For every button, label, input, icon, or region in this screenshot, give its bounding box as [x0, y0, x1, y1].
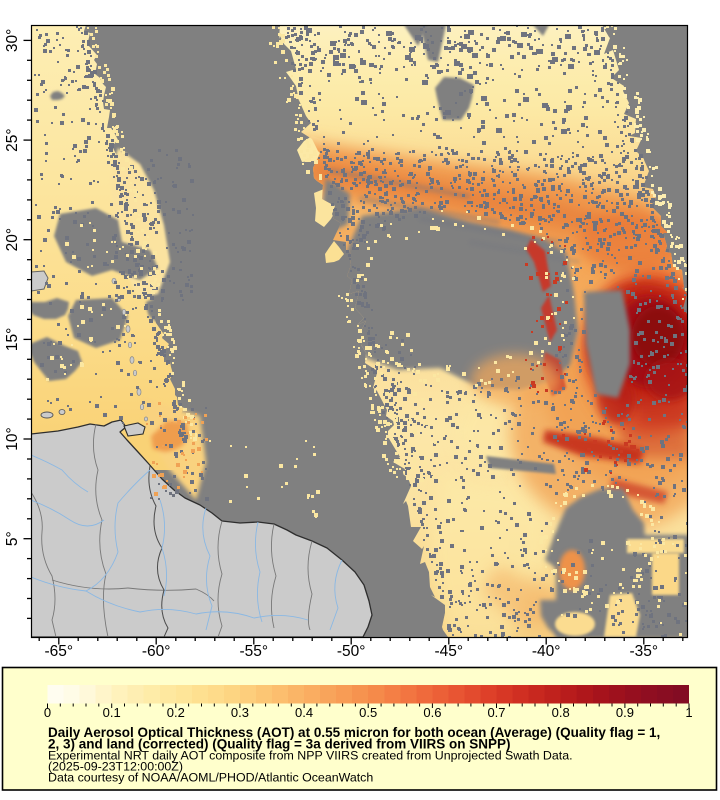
svg-text:30°: 30°	[4, 29, 21, 52]
svg-text:0.8: 0.8	[552, 705, 570, 720]
svg-text:20°: 20°	[4, 228, 21, 251]
svg-text:Data courtesy of NOAA/AOML/PHO: Data courtesy of NOAA/AOML/PHOD/Atlantic…	[48, 771, 373, 785]
svg-text:Daily Aerosol Optical Thicknes: Daily Aerosol Optical Thickness (AOT) at…	[48, 725, 660, 740]
svg-text:-40°: -40°	[532, 643, 561, 660]
svg-text:15°: 15°	[4, 328, 21, 351]
svg-text:5°: 5°	[4, 531, 21, 546]
svg-text:0.1: 0.1	[103, 705, 121, 720]
svg-text:1: 1	[685, 705, 692, 720]
svg-text:2, 3) and land (corrected) (Qu: 2, 3) and land (corrected) (Quality flag…	[48, 737, 510, 752]
svg-text:0.4: 0.4	[295, 705, 313, 720]
svg-text:0.6: 0.6	[423, 705, 441, 720]
svg-text:0.7: 0.7	[487, 705, 505, 720]
svg-text:-65°: -65°	[44, 643, 73, 660]
svg-text:-55°: -55°	[239, 643, 268, 660]
svg-text:0.5: 0.5	[359, 705, 377, 720]
svg-text:-35°: -35°	[629, 643, 658, 660]
svg-text:-60°: -60°	[142, 643, 171, 660]
svg-text:(2025-09-23T12:00:00Z): (2025-09-23T12:00:00Z)	[48, 760, 183, 774]
svg-text:0: 0	[44, 705, 51, 720]
svg-text:-50°: -50°	[337, 643, 366, 660]
svg-text:-45°: -45°	[434, 643, 463, 660]
svg-text:0.9: 0.9	[616, 705, 634, 720]
svg-text:0.2: 0.2	[167, 705, 185, 720]
svg-text:0.3: 0.3	[231, 705, 249, 720]
svg-text:Experimental NRT daily AOT com: Experimental NRT daily AOT composite fro…	[48, 749, 573, 763]
svg-text:10°: 10°	[4, 427, 21, 450]
svg-text:25°: 25°	[4, 128, 21, 151]
